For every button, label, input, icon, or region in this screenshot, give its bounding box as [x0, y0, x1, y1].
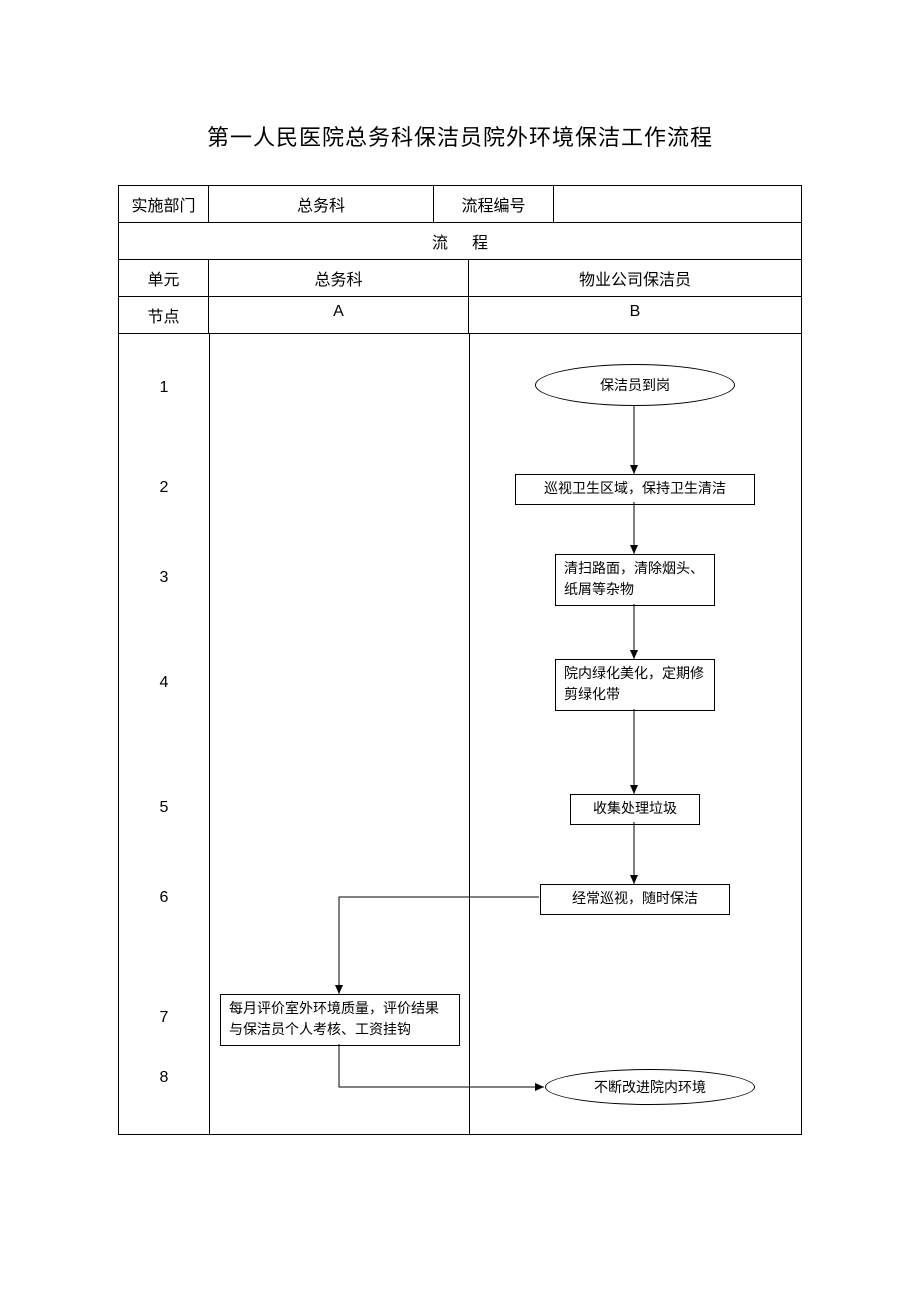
column-b: 保洁员到岗 巡视卫生区域，保持卫生清洁 清扫路面，清除烟头、纸屑等杂物 院内绿化… — [469, 334, 801, 1134]
header-row-1: 实施部门 总务科 流程编号 — [119, 186, 801, 223]
diagram-area: 1 2 3 4 5 6 7 8 每月评价室外环境质量，评价结果与保洁员个人考核、… — [119, 334, 801, 1134]
process-table: 实施部门 总务科 流程编号 流程 单元 总务科 物业公司保洁员 节点 A B 1… — [118, 185, 802, 1135]
col-a-unit: 总务科 — [209, 260, 469, 297]
unit-label: 单元 — [119, 260, 209, 297]
row-num-6: 6 — [119, 889, 209, 907]
col-b-node: B — [469, 297, 801, 334]
code-value — [554, 186, 801, 223]
row-num-1: 1 — [119, 379, 209, 397]
process-label-row: 流程 — [119, 223, 801, 260]
row-num-4: 4 — [119, 674, 209, 692]
node-n7: 每月评价室外环境质量，评价结果与保洁员个人考核、工资挂钩 — [220, 994, 460, 1046]
node-n8: 不断改进院内环境 — [545, 1069, 755, 1105]
dept-value: 总务科 — [209, 186, 434, 223]
col-b-unit: 物业公司保洁员 — [469, 260, 801, 297]
node-n3: 清扫路面，清除烟头、纸屑等杂物 — [555, 554, 715, 606]
row-num-3: 3 — [119, 569, 209, 587]
node-row: 节点 A B — [119, 297, 801, 334]
node-n5: 收集处理垃圾 — [570, 794, 700, 825]
col-a-node: A — [209, 297, 469, 334]
node-n2: 巡视卫生区域，保持卫生清洁 — [515, 474, 755, 505]
node-n4: 院内绿化美化，定期修剪绿化带 — [555, 659, 715, 711]
node-n1: 保洁员到岗 — [535, 364, 735, 406]
node-label: 节点 — [119, 297, 209, 334]
row-num-7: 7 — [119, 1009, 209, 1027]
code-label: 流程编号 — [434, 186, 554, 223]
unit-row: 单元 总务科 物业公司保洁员 — [119, 260, 801, 297]
page-title: 第一人民医院总务科保洁员院外环境保洁工作流程 — [0, 120, 920, 152]
column-a: 每月评价室外环境质量，评价结果与保洁员个人考核、工资挂钩 — [209, 334, 469, 1134]
node-n6: 经常巡视，随时保洁 — [540, 884, 730, 915]
row-num-8: 8 — [119, 1069, 209, 1087]
dept-label: 实施部门 — [119, 186, 209, 223]
row-number-column: 1 2 3 4 5 6 7 8 — [119, 334, 209, 1134]
row-num-2: 2 — [119, 479, 209, 497]
row-num-5: 5 — [119, 799, 209, 817]
